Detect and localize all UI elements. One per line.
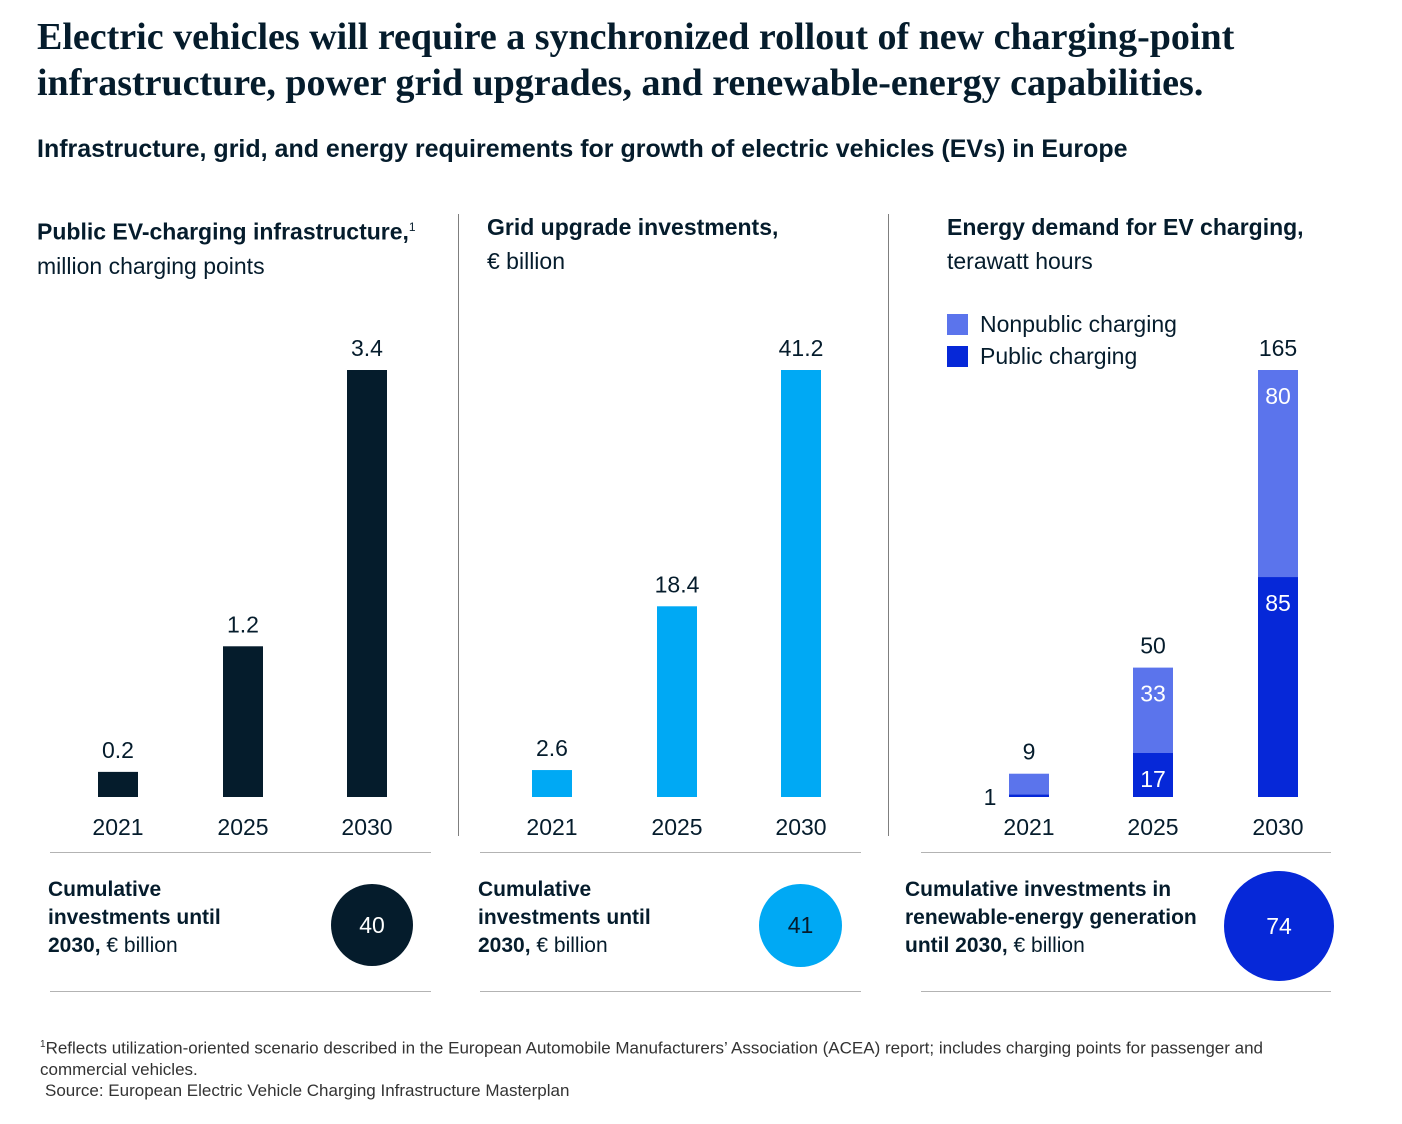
bar (223, 646, 263, 797)
rule-bottom (921, 991, 1331, 992)
cumulative-label-2: Cumulative investments until 2030, € bil… (478, 876, 678, 960)
rule-top (50, 852, 431, 853)
segment-label: 33 (1140, 681, 1166, 707)
panel-2-title-text: Grid upgrade investments, (487, 214, 779, 240)
bar-segment-public (1258, 577, 1298, 797)
x-tick-label: 2030 (341, 814, 392, 840)
panel-1-unit: million charging points (37, 252, 265, 279)
x-tick-label: 2030 (1252, 814, 1303, 840)
cumulative-label-1-unit: € billion (106, 934, 178, 957)
footnote-text-row: 1Reflects utilization-oriented scenario … (40, 1034, 1340, 1080)
cumulative-label-3-unit: € billion (1013, 934, 1085, 957)
bar (532, 770, 572, 797)
data-label: 41.2 (779, 335, 824, 361)
rule-top (921, 852, 1331, 853)
panel-2-unit: € billion (487, 248, 565, 274)
chart-title: Electric vehicles will require a synchro… (37, 16, 1235, 104)
bar-segment-public (1009, 794, 1049, 797)
bar-segment-nonpublic (1133, 667, 1173, 754)
legend-label-nonpublic: Nonpublic charging (980, 311, 1177, 337)
source-note: Source: European Electric Vehicle Chargi… (45, 1080, 570, 1100)
data-label: 18.4 (655, 571, 700, 597)
x-tick-label: 2025 (1127, 814, 1178, 840)
legend: Nonpublic charging Public charging (947, 308, 1177, 372)
cumulative-bubble-3: 74 (1224, 871, 1334, 981)
legend-item-nonpublic: Nonpublic charging (947, 308, 1177, 340)
cumulative-label-3: Cumulative investments in renewable-ener… (905, 876, 1225, 960)
bar-segment-nonpublic (1258, 370, 1298, 578)
segment-label: 17 (1140, 766, 1166, 792)
bar-segment-public (1133, 753, 1173, 797)
rule-bottom (50, 991, 431, 992)
chart-subtitle: Infrastructure, grid, and energy require… (37, 135, 1128, 163)
x-tick-label: 2025 (217, 814, 268, 840)
bar (98, 771, 138, 797)
x-tick-label: 2030 (775, 814, 826, 840)
x-tick-label: 2025 (651, 814, 702, 840)
footnote-marker: 1 (408, 220, 416, 234)
segment-label: 85 (1265, 590, 1291, 616)
legend-swatch-nonpublic (947, 313, 968, 335)
bar-charts: 2021 0.2 2025 1.2 2030 3.4 2021 2.6 2025 18.4 2030… (92, 335, 1303, 840)
legend-item-public: Public charging (947, 340, 1177, 372)
bar (347, 370, 387, 797)
footnote-marker: 1 (40, 1039, 46, 1050)
cumulative-label-1: Cumulative investments until 2030, € bil… (48, 876, 248, 960)
rule-bottom (480, 991, 861, 992)
legend-label-public: Public charging (980, 343, 1138, 369)
bar (657, 606, 697, 797)
panel-3-title: Energy demand for EV charging, terawatt … (947, 210, 1304, 278)
cumulative-label-3-bold: Cumulative investments in renewable-ener… (905, 878, 1197, 957)
cumulative-label-1-bold: Cumulative investments until 2030, (48, 878, 221, 957)
total-label: 165 (1259, 335, 1297, 361)
panel-1-title-text: Public EV-charging infrastructure, (37, 218, 409, 245)
footnote: 1Reflects utilization-oriented scenario … (40, 1034, 1340, 1101)
panel-divider (888, 214, 889, 836)
x-tick-label: 2021 (526, 814, 577, 840)
data-label: 1.2 (227, 611, 259, 637)
cumulative-bubble-1: 40 (331, 884, 413, 966)
data-label: 2.6 (536, 735, 568, 761)
legend-swatch-public (947, 345, 968, 367)
x-tick-label: 2021 (92, 814, 143, 840)
cumulative-label-2-bold: Cumulative investments until 2030, (478, 878, 651, 957)
panel-divider (458, 214, 459, 836)
data-label: 3.4 (351, 335, 383, 361)
rule-top (480, 852, 861, 853)
segment-label: 1 (984, 784, 997, 810)
data-label: 0.2 (102, 737, 134, 763)
panel-1-title: Public EV-charging infrastructure,1 mill… (37, 210, 416, 283)
cumulative-label-2-unit: € billion (536, 934, 608, 957)
bar-segment-nonpublic (1009, 773, 1049, 795)
panel-3-title-text: Energy demand for EV charging, (947, 214, 1304, 240)
total-label: 50 (1140, 633, 1166, 659)
panel-3-unit: terawatt hours (947, 248, 1093, 274)
panel-2-title: Grid upgrade investments, € billion (487, 210, 778, 278)
total-label: 9 (1023, 739, 1036, 765)
x-tick-label: 2021 (1003, 814, 1054, 840)
cumulative-bubble-2: 41 (759, 884, 842, 967)
segment-label: 80 (1265, 383, 1291, 409)
footnote-text: Reflects utilization-oriented scenario d… (40, 1038, 1263, 1079)
bar (781, 370, 821, 797)
